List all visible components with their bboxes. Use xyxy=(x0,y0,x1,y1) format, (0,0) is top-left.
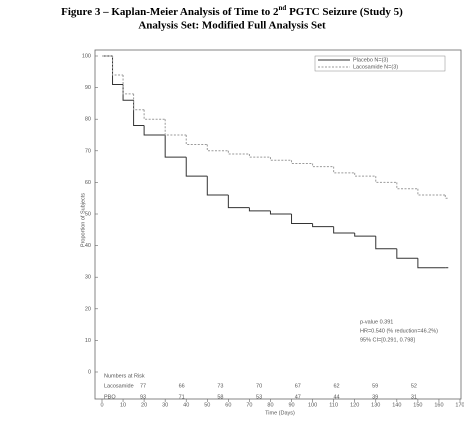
km-step xyxy=(133,93,145,111)
at-risk-value: 73 xyxy=(217,383,223,389)
at-risk-value: 39 xyxy=(372,394,378,400)
at-risk-value: 47 xyxy=(295,394,301,400)
km-step xyxy=(396,182,418,190)
x-tick-label: 120 xyxy=(350,402,359,408)
at-risk-value: 66 xyxy=(179,383,185,389)
x-tick-label: 150 xyxy=(413,402,422,408)
x-tick-label: 140 xyxy=(392,402,401,408)
y-tick-label: 100 xyxy=(82,53,91,59)
km-step xyxy=(185,135,208,145)
title-end: PGTC Seizure (Study 5) xyxy=(286,6,403,18)
at-risk-label: Lacosamide xyxy=(104,383,134,389)
plot-frame xyxy=(94,49,462,400)
at-risk-value: 44 xyxy=(333,394,339,400)
at-risk-title: Numbers at Risk xyxy=(104,373,145,379)
km-step xyxy=(206,176,229,196)
x-tick-label: 0 xyxy=(100,402,103,408)
km-step xyxy=(396,248,418,259)
km-step xyxy=(333,226,355,234)
y-tick-label: 60 xyxy=(85,180,91,186)
km-step xyxy=(133,100,145,127)
y-tick-label: 40 xyxy=(85,243,91,249)
km-step xyxy=(112,56,124,85)
at-risk-value: 58 xyxy=(217,394,223,400)
x-tick-label: 60 xyxy=(225,402,231,408)
annotation: p-value 0.391 xyxy=(360,319,393,325)
km-step xyxy=(248,207,271,212)
x-axis-label: Time (Days) xyxy=(265,410,295,416)
annotation: 95% CI=[0.291, 0.798] xyxy=(360,337,415,343)
at-risk-label: PBO xyxy=(104,394,116,400)
x-tick-label: 10 xyxy=(120,402,126,408)
title-text: Figure 3 – Kaplan-Meier Analysis of Time… xyxy=(61,6,279,18)
x-tick-label: 170 xyxy=(455,402,464,408)
y-tick-label: 70 xyxy=(85,148,91,154)
x-tick-label: 90 xyxy=(288,402,294,408)
title-sup: nd xyxy=(279,4,287,12)
x-tick-label: 50 xyxy=(204,402,210,408)
x-tick-label: 80 xyxy=(267,402,273,408)
km-step xyxy=(269,210,292,215)
y-tick-label: 20 xyxy=(85,306,91,312)
y-tick-label: 0 xyxy=(88,369,91,375)
at-risk-value: 70 xyxy=(256,383,262,389)
x-tick-label: 130 xyxy=(371,402,380,408)
at-risk-value: 62 xyxy=(333,383,339,389)
km-step xyxy=(444,195,449,199)
subtitle: Analysis Set: Modified Full Analysis Set xyxy=(138,20,326,32)
x-tick-label: 20 xyxy=(141,402,147,408)
km-step xyxy=(312,163,334,168)
at-risk-value: 31 xyxy=(411,394,417,400)
y-tick-label: 90 xyxy=(85,85,91,91)
km-step xyxy=(375,176,397,183)
at-risk-value: 52 xyxy=(411,383,417,389)
km-step xyxy=(354,172,376,177)
y-tick-label: 50 xyxy=(85,211,91,217)
km-step xyxy=(417,258,446,269)
legend-label: Lacosamide N=(3) xyxy=(353,64,398,70)
at-risk-value: 53 xyxy=(256,394,262,400)
x-tick-label: 100 xyxy=(308,402,317,408)
km-step xyxy=(354,232,376,237)
km-step xyxy=(112,56,124,76)
y-axis-label: Proportion of Subjects xyxy=(80,193,86,247)
x-tick-label: 160 xyxy=(434,402,443,408)
km-step xyxy=(227,195,250,209)
km-step xyxy=(333,166,355,174)
km-step xyxy=(143,109,166,120)
x-tick-label: 70 xyxy=(246,402,252,408)
km-step xyxy=(185,157,208,177)
x-tick-label: 30 xyxy=(162,402,168,408)
km-step xyxy=(269,157,292,161)
km-step xyxy=(417,188,446,196)
x-tick-label: 110 xyxy=(329,402,338,408)
km-step xyxy=(227,150,250,155)
annotation: HR=0.540 (% reduction=46.2%) xyxy=(360,328,438,334)
y-tick-label: 10 xyxy=(85,338,91,344)
at-risk-value: 67 xyxy=(295,383,301,389)
km-step xyxy=(248,153,271,158)
km-step xyxy=(164,119,187,136)
y-tick-label: 30 xyxy=(85,275,91,281)
km-step xyxy=(312,223,334,228)
km-step xyxy=(122,74,134,95)
km-step xyxy=(164,135,187,158)
x-tick-label: 40 xyxy=(183,402,189,408)
km-step xyxy=(206,144,229,152)
at-risk-value: 59 xyxy=(372,383,378,389)
km-step xyxy=(375,236,397,250)
y-tick-label: 80 xyxy=(85,117,91,123)
at-risk-value: 71 xyxy=(179,394,185,400)
km-step xyxy=(291,160,313,164)
km-step xyxy=(291,214,313,224)
at-risk-value: 77 xyxy=(140,383,146,389)
title: Figure 3 – Kaplan-Meier Analysis of Time… xyxy=(61,4,403,18)
km-step xyxy=(143,125,166,136)
km-step xyxy=(122,84,134,101)
at-risk-value: 93 xyxy=(140,394,146,400)
legend-box xyxy=(314,55,446,72)
legend-label: Placebo N=(3) xyxy=(353,57,388,63)
